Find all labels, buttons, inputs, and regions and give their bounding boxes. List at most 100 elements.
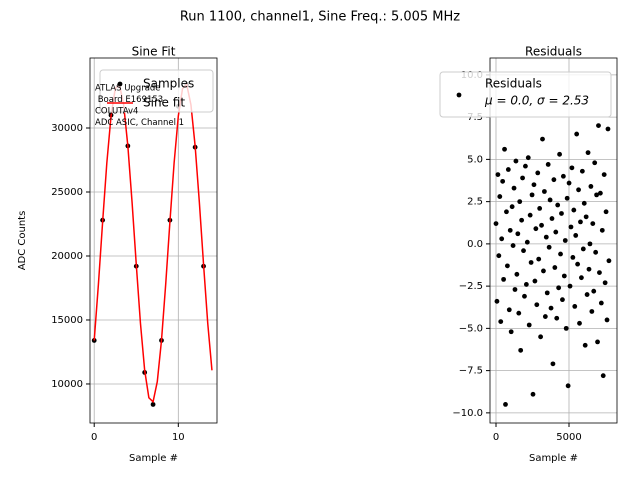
axes: Residuals Sample # 0 5000 −10.0 −7.5 −5.0 −2.5 0… [439,45,618,464]
point [559,211,564,216]
point [574,131,580,137]
legend-label: Sine fit [143,96,185,110]
x-tick-label: 0 [91,432,97,443]
point [497,194,503,199]
x-tick-label: 10 [172,432,185,443]
point [513,158,519,164]
y-tick-label: −10.0 [452,408,483,419]
legend-note: μ = 0.0, σ = 2.53 [484,94,589,108]
point [597,270,602,276]
axes-frame [489,57,618,424]
point [603,209,609,215]
point [553,229,559,235]
point [544,290,550,296]
point [495,172,501,177]
point [493,221,499,227]
point [537,205,543,211]
annotation: ADC ASIC, Channel 1 [95,118,184,128]
point [590,221,596,227]
point [548,305,554,311]
point [549,216,555,221]
point [499,236,505,242]
x-tick-label: 5000 [556,432,581,443]
point [560,297,565,303]
point [518,347,524,353]
point [581,200,587,206]
point [585,150,591,156]
point [526,322,532,328]
point [594,192,599,198]
point [525,155,531,161]
point [514,271,520,277]
y-tick-label: 30000 [51,123,83,134]
point [580,246,586,252]
point [528,260,534,265]
x-axis-label: Sample # [129,453,178,464]
point [557,151,562,157]
point [519,217,525,223]
point [498,319,504,325]
point [150,402,156,407]
point [524,239,530,245]
point [505,167,511,172]
point [511,185,517,191]
point [552,265,558,270]
point [504,263,510,269]
point [535,170,541,176]
y-axis-label: ADC Counts [17,211,28,271]
point [496,253,502,259]
point [508,329,514,335]
point [517,199,523,205]
point [579,275,584,281]
point [494,298,500,304]
point [560,173,566,179]
y-tick-label: 25000 [51,187,83,198]
y-tick-label: 7.5 [467,112,483,123]
plot-area [493,123,612,407]
point [530,391,536,397]
point [91,338,97,343]
point [562,238,568,243]
y-tick-label: 2.5 [467,197,483,208]
point [541,189,547,194]
legend-label: Residuals [485,77,542,91]
legend-marker [456,92,462,98]
point [592,160,598,166]
y-tick-label: 0.0 [467,239,483,250]
point [564,195,570,201]
point [568,224,574,230]
point [543,234,549,240]
point [521,248,526,254]
point [539,222,544,228]
point [503,402,508,407]
point [510,243,516,248]
point [550,361,556,367]
point [520,175,525,181]
legend: Samples Sine fit [99,69,214,113]
point [606,258,612,264]
point [501,276,506,282]
point [546,244,552,250]
point [545,162,551,167]
point [588,184,594,189]
point [573,233,579,238]
point [506,307,512,313]
point [597,190,603,196]
y-tick-label: −7.5 [459,366,483,377]
y-tick-label: 20000 [51,251,83,262]
point [600,373,606,379]
annotation: COLUTAv4 [95,107,138,117]
point [509,204,515,210]
x-tick-label: 0 [493,432,499,443]
point [555,202,561,208]
point [599,227,605,233]
point [570,254,576,260]
point [571,207,577,213]
axes-title: Sine Fit [132,45,176,59]
point [563,325,569,331]
point [591,288,597,294]
point [531,182,537,188]
y-tick-label: 5.0 [467,154,483,165]
point [569,165,575,171]
